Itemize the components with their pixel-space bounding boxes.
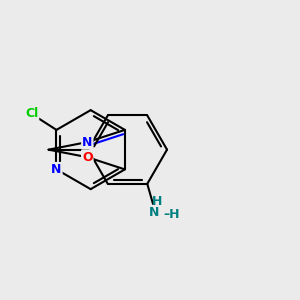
Text: Cl: Cl bbox=[26, 107, 39, 120]
Text: –H: –H bbox=[164, 208, 180, 220]
Text: H: H bbox=[152, 195, 163, 208]
Text: N: N bbox=[51, 163, 62, 176]
Text: N: N bbox=[149, 206, 160, 219]
Text: O: O bbox=[82, 151, 93, 164]
Text: N: N bbox=[82, 136, 92, 148]
